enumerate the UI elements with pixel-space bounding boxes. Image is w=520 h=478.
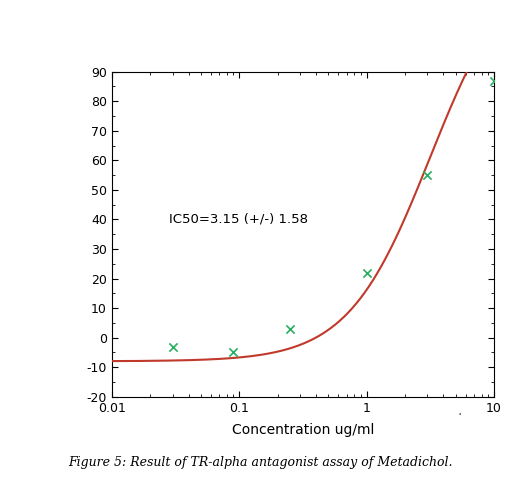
Text: Metadichol; TR alpha-agonist assay: Metadichol; TR alpha-agonist assay [134, 35, 383, 49]
Point [423, 171, 432, 179]
Point [285, 325, 294, 333]
X-axis label: Concentration ug/ml: Concentration ug/ml [232, 423, 374, 437]
Text: Figure 5: Result of TR-alpha antagonist assay of Metadichol.: Figure 5: Result of TR-alpha antagonist … [68, 456, 452, 469]
Point [229, 348, 238, 356]
Point [168, 343, 177, 350]
Point [362, 269, 371, 276]
Text: IC50=3.15 (+/-) 1.58: IC50=3.15 (+/-) 1.58 [169, 213, 308, 226]
Point [99, 369, 107, 377]
Text: Percentage
Inhibition: Percentage Inhibition [3, 224, 83, 252]
Text: .: . [458, 404, 462, 418]
Point [490, 77, 498, 85]
